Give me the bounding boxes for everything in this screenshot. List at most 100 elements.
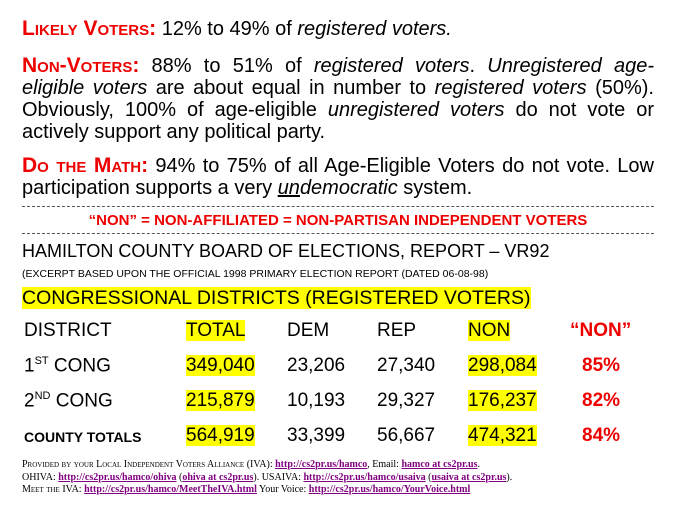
header-cell: REP — [377, 320, 416, 342]
cell: 298,084 — [468, 355, 537, 377]
cell: 82% — [582, 390, 620, 412]
cell-text: 298,084 — [468, 355, 537, 376]
footer-line: Meet the IVA: http://cs2pr.us/hamco/Meet… — [22, 484, 470, 495]
text: registered voters — [434, 77, 587, 99]
report-note: (EXCERPT BASED UPON THE OFFICIAL 1998 PR… — [22, 268, 489, 280]
district: 2ND CONG — [24, 390, 113, 412]
link[interactable]: http://cs2pr.us/hamco — [275, 459, 368, 470]
cell: 215,879 — [186, 390, 255, 412]
text: do not vote or actively support any poli… — [22, 99, 654, 143]
district-text: CONG — [48, 355, 111, 377]
footer-text: OHIVA: — [22, 471, 59, 483]
rule — [22, 206, 654, 207]
table-title: CONGRESSIONAL DISTRICTS (REGISTERED VOTE… — [22, 287, 531, 309]
header-text: DISTRICT — [24, 320, 112, 341]
cell-text: 215,879 — [186, 390, 255, 411]
cell: 176,237 — [468, 390, 537, 412]
header-cell: DISTRICT — [24, 320, 112, 342]
footer-text: Your Voice: — [256, 484, 309, 495]
link[interactable]: http://cs2pr.us/hamco/usaiva — [303, 471, 426, 483]
paragraph: Do the Math: 94% to 75% of all Age-Eligi… — [22, 154, 654, 200]
district: 1ST CONG — [24, 355, 111, 377]
footer-text: ). USAIVA: — [253, 471, 304, 483]
text: 94% to 75% of all Age-Eligible Voters do… — [22, 155, 654, 199]
footer-line: Provided by your Local Independent Voter… — [22, 459, 480, 470]
cell-text: 564,919 — [186, 425, 255, 446]
district-text: 2 — [24, 390, 35, 412]
cell-text: 82% — [582, 390, 621, 411]
text: democratic — [299, 177, 398, 199]
header-text: “NON” — [570, 320, 632, 341]
paragraph: Non-Voters: 88% to 51% of registered vot… — [22, 54, 654, 144]
cell: 10,193 — [287, 390, 345, 412]
footer-text: ( — [425, 471, 432, 483]
text: . — [469, 55, 488, 77]
cell-text: 56,667 — [377, 425, 436, 446]
text: Unregistered age-eligible voters — [22, 55, 654, 99]
cell: 29,327 — [377, 390, 435, 412]
text: (50%). Obviously, 100% of age-eligible — [22, 77, 654, 121]
cell: 27,340 — [377, 355, 435, 377]
link[interactable]: ohiva at cs2pr.us — [182, 471, 254, 483]
cell: 84% — [582, 425, 620, 447]
cell: 85% — [582, 355, 620, 377]
footer-text: . — [477, 459, 480, 470]
banner: “NON” = NON-AFFILIATED = NON-PARTISAN IN… — [88, 212, 588, 229]
text: registered voters — [313, 55, 470, 77]
cell: 23,206 — [287, 355, 345, 377]
footer-text: ). — [506, 471, 513, 483]
footer-line: OHIVA: http://cs2pr.us/hamco/ohiva (ohiv… — [22, 472, 512, 483]
link[interactable]: http://cs2pr.us/hamco/YourVoice.html — [308, 484, 471, 495]
paragraph: Likely Voters: 12% to 49% of registered … — [22, 17, 654, 41]
cell-text: 10,193 — [287, 390, 346, 411]
header-text: NON — [468, 320, 511, 341]
footer-text: Provided by your Local Independent Voter… — [22, 459, 276, 470]
link[interactable]: http://cs2pr.us/hamco/MeetTheIVA.html — [84, 484, 257, 495]
district-text: ST — [34, 355, 49, 367]
cell-text: 23,206 — [287, 355, 346, 376]
cell-text: 29,327 — [377, 390, 436, 411]
header-cell: DEM — [287, 320, 329, 342]
cell: 56,667 — [377, 425, 435, 447]
cell-text: 176,237 — [468, 390, 537, 411]
cell: 564,919 — [186, 425, 255, 447]
text: system. — [397, 177, 473, 199]
link[interactable]: hamco at cs2pr.us — [401, 459, 478, 470]
district-text: COUNTY TOTALS — [24, 429, 142, 445]
cell: 33,399 — [287, 425, 345, 447]
district-text: CONG — [50, 390, 113, 412]
cell-text: 85% — [582, 355, 621, 376]
text: 88% to 51% of — [139, 55, 314, 77]
cell: 474,321 — [468, 425, 537, 447]
cell: 349,040 — [186, 355, 255, 377]
text: un — [277, 177, 300, 199]
header-cell: “NON” — [570, 320, 631, 342]
header-cell: TOTAL — [186, 320, 246, 342]
cell-text: 474,321 — [468, 425, 537, 446]
text: unregistered voters — [327, 99, 505, 121]
table-title-box: CONGRESSIONAL DISTRICTS (REGISTERED VOTE… — [22, 287, 531, 310]
cell-text: 349,040 — [186, 355, 255, 376]
district: COUNTY TOTALS — [24, 429, 141, 445]
lead: Do the Math: — [22, 154, 149, 177]
cell-text: 33,399 — [287, 425, 346, 446]
rule — [22, 233, 654, 234]
header-text: REP — [377, 320, 417, 341]
link[interactable]: http://cs2pr.us/hamco/ohiva — [58, 471, 177, 483]
link[interactable]: usaiva at cs2pr.us — [431, 471, 507, 483]
header-text: DEM — [287, 320, 330, 341]
footer-text: ( — [176, 471, 183, 483]
district-text: ND — [34, 390, 51, 402]
footer-text: Meet the IVA: — [22, 484, 85, 495]
cell-text: 84% — [582, 425, 621, 446]
report-title: HAMILTON COUNTY BOARD OF ELECTIONS, REPO… — [22, 241, 550, 261]
footer-text: , Email: — [367, 459, 402, 470]
header-cell: NON — [468, 320, 511, 342]
district-text: 1 — [24, 355, 35, 377]
lead: Likely Voters: — [22, 17, 157, 40]
cell-text: 27,340 — [377, 355, 436, 376]
header-text: TOTAL — [186, 320, 246, 341]
text: 12% to 49% of — [156, 18, 298, 40]
lead: Non-Voters: — [22, 54, 140, 77]
